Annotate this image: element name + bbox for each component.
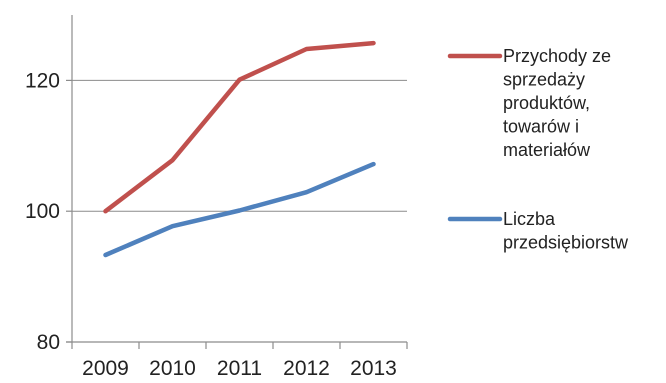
y-tick-label-80: 80 xyxy=(37,331,60,354)
x-tick-label-2013: 2013 xyxy=(350,357,397,380)
legend-label-0-line-1: sprzedaży xyxy=(503,70,585,90)
gridlines xyxy=(72,79,407,212)
series-lines xyxy=(103,40,376,258)
x-tick-label-2012: 2012 xyxy=(283,357,330,380)
legend-label-1-line-0: Liczba xyxy=(503,209,556,229)
legend-label-0-line-0: Przychody ze xyxy=(503,46,611,66)
y-tick-label-120: 120 xyxy=(25,69,60,92)
y-tick-label-100: 100 xyxy=(25,200,60,223)
legend-label-1-line-1: przedsiębiorstw xyxy=(503,233,629,253)
legend-label-0-line-3: towarów i xyxy=(503,117,579,137)
legend-label-0-line-2: produktów, xyxy=(503,93,590,113)
series-line-1 xyxy=(103,161,376,258)
legend: Przychody ze sprzedaży produktów, towarów i… xyxy=(447,46,629,253)
series-line-0 xyxy=(103,40,376,214)
x-tick-label-2009: 2009 xyxy=(82,357,129,380)
x-tick-label-2010: 2010 xyxy=(149,357,196,380)
axes: 80 100 120 2009 2010 2011 2012 2013 xyxy=(25,15,408,380)
x-tick-label-2011: 2011 xyxy=(217,357,262,380)
legend-label-0-line-4: materiałów xyxy=(503,140,591,160)
